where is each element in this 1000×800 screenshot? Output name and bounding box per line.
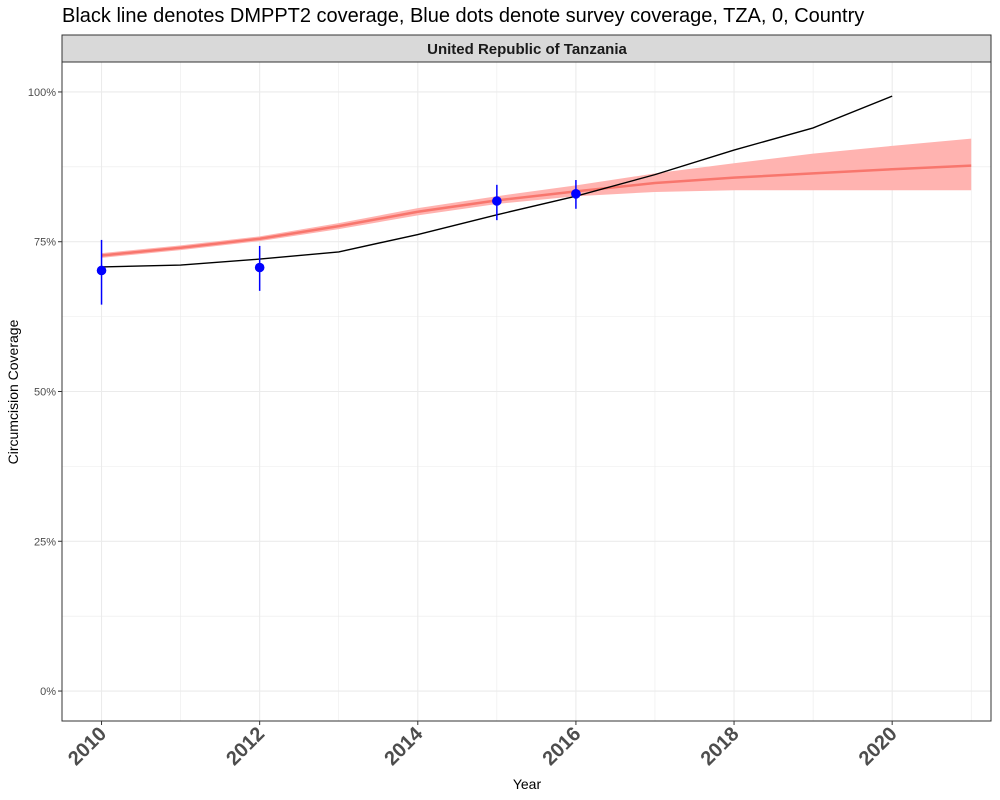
model-line (101, 164, 972, 257)
y-tick-label: 75% (34, 237, 56, 249)
facet-strip (61, 34, 992, 63)
model-line-group (101, 164, 972, 257)
x-tick-label: 2018 (697, 723, 744, 770)
x-tick-label: 2012 (222, 723, 269, 770)
x-tick-label: 2016 (538, 723, 585, 770)
y-tick-label: 100% (28, 87, 56, 99)
survey-point (571, 189, 581, 199)
survey-points (96, 180, 581, 305)
y-tick-label: 25% (34, 536, 56, 548)
survey-point (96, 265, 107, 276)
y-axis-title: Circumcision Coverage (5, 319, 21, 464)
y-tick-label: 0% (40, 686, 56, 698)
x-tick-label: 2014 (380, 722, 428, 770)
x-tick-label: 2020 (855, 723, 902, 770)
x-axis: 2010 2012 2014 2016 2018 2020 (64, 721, 902, 770)
y-tick-label: 50% (34, 387, 56, 399)
survey-point (254, 262, 265, 273)
x-tick-label: 2010 (64, 723, 111, 770)
x-axis-title: Year (513, 776, 542, 792)
facet-label: United Republic of Tanzania (427, 41, 627, 58)
y-axis: 0% 25% 50% 75% 100% (28, 87, 62, 698)
survey-point (492, 196, 502, 206)
chart-title: Black line denotes DMPPT2 coverage, Blue… (62, 5, 864, 27)
